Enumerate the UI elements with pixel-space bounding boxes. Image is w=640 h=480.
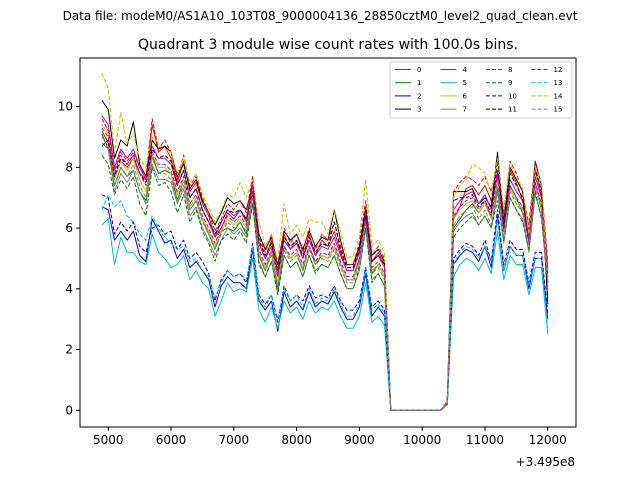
x-tick-label: 5000 [93, 433, 124, 447]
legend-label-5: 5 [463, 79, 467, 87]
legend-label-3: 3 [417, 106, 421, 114]
y-tick-label: 2 [65, 343, 73, 357]
series-line-14 [101, 72, 549, 411]
legend-label-8: 8 [508, 66, 512, 74]
legend-label-15: 15 [554, 106, 563, 114]
legend-label-2: 2 [417, 92, 421, 100]
legend-label-13: 13 [554, 79, 563, 87]
x-tick-label: 9000 [344, 433, 375, 447]
legend-label-6: 6 [463, 92, 468, 100]
legend-label-4: 4 [463, 66, 468, 74]
chart-title: Quadrant 3 module wise count rates with … [138, 37, 518, 53]
legend-label-1: 1 [417, 79, 421, 87]
legend-label-11: 11 [508, 106, 517, 114]
plot-area: 5000 6000 7000 8000 9000 10000 11000 12000 0 2 4 6 8… [58, 57, 577, 447]
series-line-2 [101, 206, 549, 411]
plot-background [80, 58, 576, 427]
series-line-10 [101, 194, 549, 411]
y-tick-label: 0 [65, 403, 73, 417]
series-line-9 [101, 154, 549, 411]
x-tick-label: 11000 [466, 433, 504, 447]
x-tick-label: 6000 [156, 433, 187, 447]
legend-label-9: 9 [508, 79, 512, 87]
legend-label-12: 12 [554, 66, 563, 74]
legend-label-7: 7 [463, 106, 467, 114]
x-tick-label: 8000 [281, 433, 312, 447]
axes-frame [79, 57, 577, 428]
series-line-3 [101, 100, 549, 411]
series-line-7 [101, 142, 549, 411]
x-tick-label: 10000 [403, 433, 441, 447]
legend-label-0: 0 [417, 66, 421, 74]
series-line-5 [101, 218, 549, 411]
series-line-0 [101, 124, 549, 411]
figure-suptitle: Data file: modeM0/AS1A10_103T08_90000041… [63, 9, 578, 23]
legend-box [389, 61, 573, 119]
series-line-8 [101, 118, 549, 411]
y-tick-label: 8 [65, 160, 73, 174]
series-line-6 [101, 124, 549, 411]
series-line-12 [101, 127, 549, 411]
legend-label-14: 14 [554, 92, 563, 100]
x-tick-label: 7000 [219, 433, 250, 447]
y-tick-label: 6 [65, 221, 73, 235]
series-line-11 [101, 139, 549, 411]
legend-label-10: 10 [508, 92, 517, 100]
series-line-4 [101, 115, 549, 411]
x-tick-label: 12000 [529, 433, 567, 447]
series-line-13 [101, 194, 549, 411]
y-tick-label: 10 [58, 100, 73, 114]
x-offset-label: +3.495e8 [516, 455, 575, 469]
y-tick-label: 4 [65, 282, 73, 296]
